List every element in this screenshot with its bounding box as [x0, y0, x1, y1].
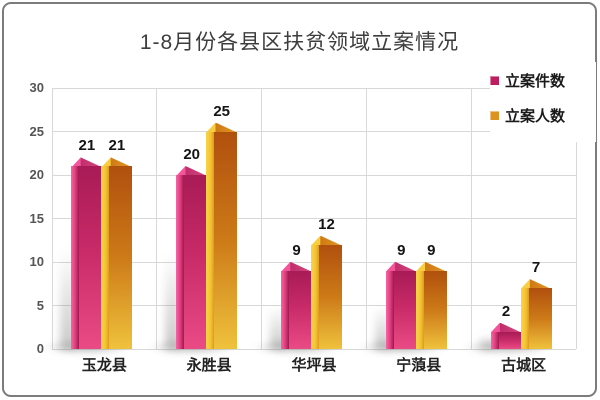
legend-swatch-icon	[490, 111, 499, 120]
bar-立案件数-永胜县	[176, 166, 208, 349]
h-gridline	[52, 87, 576, 89]
bar-body	[385, 270, 417, 349]
v-gridline	[51, 88, 53, 349]
bar-highlight	[311, 244, 319, 349]
bar-立案件数-华坪县	[281, 261, 312, 349]
bar-body	[415, 270, 447, 349]
category-label: 永胜县	[186, 357, 232, 374]
bar-body	[281, 270, 312, 349]
bar-cap	[385, 261, 397, 272]
y-tick-label: 20	[29, 167, 44, 182]
category-label: 宁蒗县	[396, 357, 442, 374]
y-tick-label: 15	[29, 210, 44, 226]
bar-立案人数-华坪县	[311, 235, 342, 349]
bar-cap	[101, 157, 112, 168]
bar-highlight	[176, 175, 185, 349]
bar-body	[176, 175, 208, 349]
h-gridline	[52, 131, 576, 132]
bar-body	[520, 288, 552, 349]
y-tick-label: 30	[29, 80, 44, 95]
bar-cap	[215, 122, 238, 133]
data-label: 25	[213, 102, 231, 120]
legend-label: 立案人数	[505, 108, 566, 125]
bar-body	[311, 244, 342, 349]
bar-cap	[176, 166, 187, 176]
bar-立案人数-古城区	[520, 279, 552, 349]
data-label: 2	[501, 302, 511, 320]
data-label: 9	[427, 241, 436, 259]
y-tick-label: 5	[36, 297, 44, 313]
bar-立案件数-古城区	[490, 322, 522, 349]
y-tick-label: 0	[36, 341, 44, 356]
legend-label: 立案件数	[505, 73, 566, 90]
bar-cap	[311, 235, 322, 246]
data-label: 20	[183, 146, 201, 163]
bar-body	[71, 166, 103, 349]
bar-cap	[415, 261, 427, 272]
bar-cap	[425, 261, 447, 272]
y-tick-label: 25	[29, 123, 44, 139]
data-label: 7	[531, 259, 541, 277]
bar-highlight	[101, 166, 110, 349]
bar-cap	[206, 122, 217, 133]
bar-highlight	[281, 270, 289, 349]
category-label: 华坪县	[291, 357, 337, 374]
bar-highlight	[490, 331, 499, 349]
bar-cap	[185, 166, 208, 176]
bar-立案件数-宁蒗县	[385, 261, 417, 349]
bar-highlight	[520, 288, 529, 349]
data-label: 12	[318, 215, 335, 233]
bar-highlight	[206, 131, 215, 349]
bar-highlight	[415, 270, 424, 349]
data-label: 9	[397, 241, 406, 259]
v-gridline	[470, 88, 472, 349]
legend: 立案件数 立案人数	[490, 62, 596, 142]
plot-area: 21 21 20 25 9 12 9 9 2 7	[42, 87, 577, 355]
bar-立案人数-宁蒗县	[415, 261, 447, 349]
legend-swatch-icon	[490, 76, 499, 85]
bar-cap	[499, 322, 522, 333]
bar-cap	[71, 157, 82, 168]
bar-cap	[395, 261, 417, 272]
bar-cap	[281, 261, 292, 272]
category-label: 玉龙县	[81, 357, 127, 374]
bar-cap	[290, 261, 312, 272]
bar-cap	[320, 235, 342, 246]
bar-立案人数-玉龙县	[101, 157, 133, 349]
h-gridline	[52, 174, 576, 176]
legend-item: 立案人数	[490, 105, 596, 126]
legend-item: 立案件数	[490, 70, 596, 91]
data-label: 21	[78, 137, 96, 155]
v-gridline	[365, 88, 367, 349]
bar-body	[206, 131, 238, 349]
v-gridline	[156, 88, 158, 349]
y-tick-label: 10	[29, 254, 44, 269]
data-label: 21	[108, 137, 126, 155]
bar-body	[490, 331, 522, 349]
bar-cap	[490, 322, 501, 333]
chart-title: 1-8月份各县区扶贫领域立案情况	[139, 31, 460, 54]
h-gridline	[52, 348, 576, 350]
data-label: 9	[292, 241, 301, 259]
bar-body	[101, 166, 133, 349]
h-gridline	[52, 218, 576, 219]
category-label: 古城区	[501, 357, 547, 374]
v-gridline	[261, 88, 263, 349]
chart-frame: 1-8月份各县区扶贫领域立案情况 21 21 20 25 9 12 9 9 2 7 0 5 10 15 2…	[2, 2, 597, 397]
bar-highlight	[385, 270, 394, 349]
v-gridline	[575, 88, 577, 349]
bar-立案件数-玉龙县	[71, 157, 103, 349]
bar-highlight	[71, 166, 80, 349]
bar-立案人数-永胜县	[206, 122, 238, 349]
bar-cap	[520, 279, 531, 290]
